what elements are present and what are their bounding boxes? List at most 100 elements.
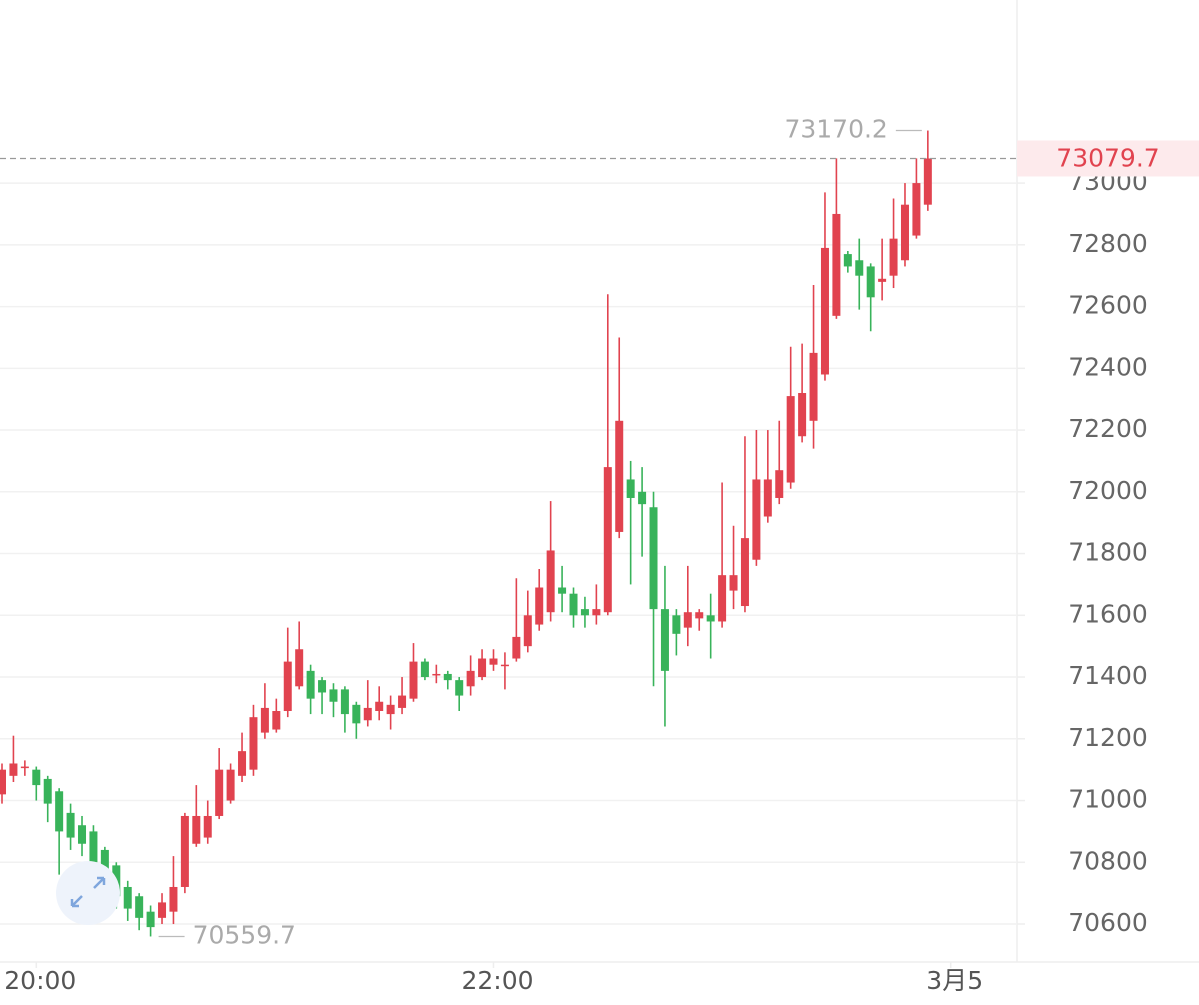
candle-body (900, 204, 909, 261)
candle-body (569, 593, 578, 616)
candle-body (638, 491, 647, 505)
candle-body (729, 575, 738, 591)
candle-body (478, 658, 487, 678)
candle-body (832, 213, 841, 316)
y-tick-label: 72000 (1068, 476, 1148, 505)
candle-body (580, 609, 589, 616)
y-tick-label: 72600 (1068, 291, 1148, 320)
candle-body (615, 420, 624, 532)
candle-body (523, 615, 532, 647)
expand-icon[interactable] (70, 876, 106, 908)
candle-body (706, 615, 715, 622)
candle-body (169, 886, 178, 912)
max-label: 73170.2 (784, 115, 887, 144)
candle-body (695, 612, 704, 619)
y-tick-label: 70600 (1068, 908, 1148, 937)
y-tick-label: 72400 (1068, 352, 1148, 381)
candle-body (740, 538, 749, 607)
candle-body (866, 266, 875, 298)
candle-body (718, 575, 727, 622)
candle-body (66, 812, 75, 838)
candle-body (923, 158, 932, 205)
candle-body (398, 695, 407, 708)
candle-body (443, 673, 452, 681)
candle-body (763, 479, 772, 517)
candle-body (752, 479, 761, 560)
candle-body (78, 825, 87, 844)
candle-body (363, 707, 372, 721)
last-price-label: 73079.7 (1056, 143, 1159, 172)
candle-body (775, 470, 784, 498)
min-label: 70559.7 (193, 920, 296, 949)
candle-body (683, 612, 692, 628)
candle-body (0, 769, 7, 795)
candle-body (226, 769, 235, 801)
y-tick-label: 71800 (1068, 538, 1148, 567)
candle-body (318, 680, 327, 693)
candle-body (89, 831, 98, 863)
candle-body (123, 886, 132, 909)
candle-body (386, 704, 395, 715)
candle-body (558, 587, 567, 594)
candle-body (238, 751, 247, 776)
candle-body (409, 661, 418, 699)
candle-body (203, 815, 212, 838)
expand-button[interactable] (56, 861, 120, 925)
candle-body (375, 701, 384, 712)
y-tick-label: 70800 (1068, 846, 1148, 875)
candle-body (512, 636, 521, 659)
candle-body (43, 778, 52, 804)
candle-body (260, 707, 269, 733)
candle-body (878, 278, 887, 282)
candle-body (32, 769, 41, 786)
candle-body (55, 791, 64, 832)
candle-body (306, 670, 315, 699)
candle-body (329, 689, 338, 702)
candle-body (649, 507, 658, 610)
candle-body (672, 615, 681, 634)
candle-body (660, 609, 669, 671)
y-tick-label: 71000 (1068, 785, 1148, 814)
candle-body (272, 711, 281, 730)
candle-body (192, 815, 201, 844)
y-tick-label: 72800 (1068, 229, 1148, 258)
candle-body (603, 467, 612, 613)
candle-body (9, 763, 18, 776)
candle-body (912, 183, 921, 236)
y-tick-label: 71200 (1068, 723, 1148, 752)
x-tick-label: 22:00 (461, 966, 533, 995)
candle-body (432, 673, 441, 676)
candle-body (489, 658, 498, 665)
y-tick-label: 71600 (1068, 599, 1148, 628)
y-tick-label: 71400 (1068, 661, 1148, 690)
candle-body (283, 661, 292, 712)
candle-body (215, 769, 224, 816)
candle-body (466, 670, 475, 687)
candle-body (889, 238, 898, 276)
candle-body (843, 254, 852, 267)
candle-body (295, 649, 304, 687)
y-tick-label: 72200 (1068, 414, 1148, 443)
candle-body (798, 393, 807, 437)
candle-body (455, 680, 464, 696)
candle-body (146, 911, 155, 928)
candle-body (180, 815, 189, 887)
candle-body (855, 260, 864, 276)
candle-body (786, 396, 795, 483)
candle-body (352, 704, 361, 724)
candle-body (809, 352, 818, 421)
last-price-box (1017, 140, 1199, 177)
candle-body (500, 664, 509, 667)
x-tick-label: 3月5 (926, 966, 983, 995)
candle-body (626, 479, 635, 498)
candle-body (535, 587, 544, 625)
candle-body (420, 661, 429, 678)
expand-circle[interactable] (56, 861, 120, 925)
candle-body (249, 717, 258, 770)
candle-body (158, 902, 167, 918)
candle-body (135, 896, 144, 918)
candle-body (546, 550, 555, 613)
candle-body (820, 247, 829, 375)
